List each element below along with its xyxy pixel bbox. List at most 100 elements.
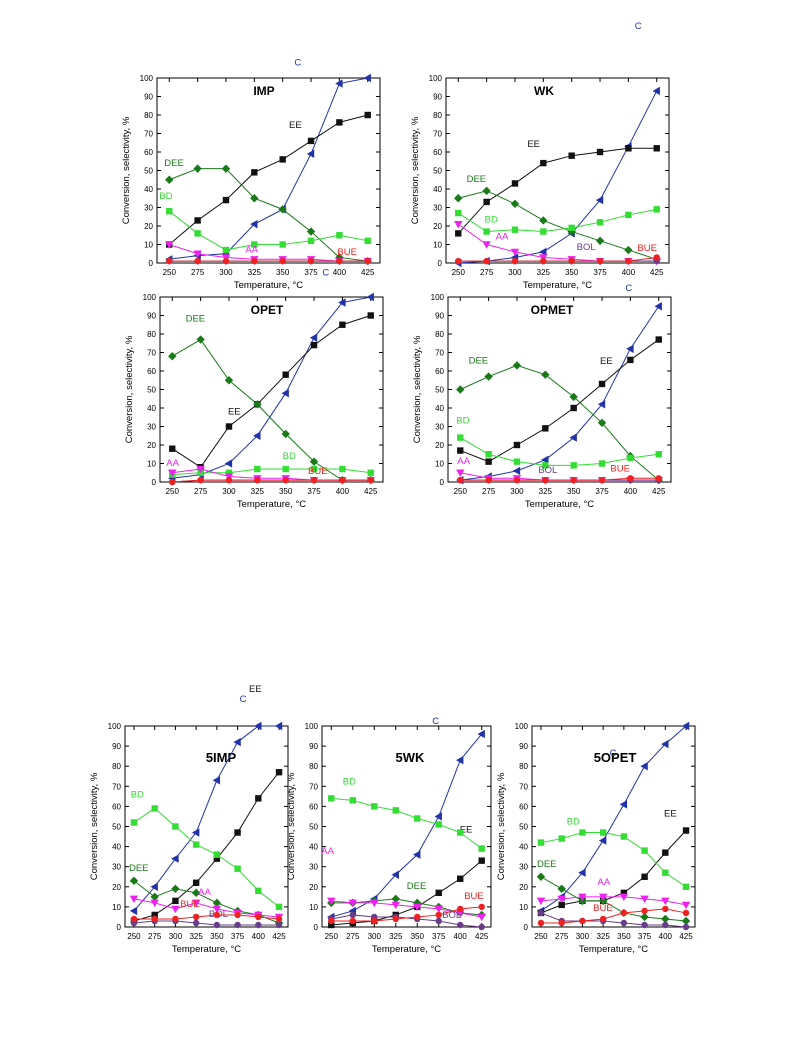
series-bue: BUE bbox=[130, 899, 283, 923]
data-point bbox=[222, 196, 230, 204]
y-tick-label: 10 bbox=[435, 460, 444, 469]
data-point bbox=[212, 776, 221, 785]
x-axis-label: Temperature, °C bbox=[172, 944, 241, 955]
x-tick-label: 375 bbox=[432, 932, 446, 941]
chart-5opet: 0 10 20 30 40 50 60 70 80 90 100 250 275 300 325 350 375… bbox=[496, 721, 696, 955]
data-point bbox=[483, 257, 490, 265]
series-line bbox=[540, 832, 687, 888]
series-line bbox=[133, 914, 280, 920]
x-tick-label: 350 bbox=[276, 268, 290, 277]
data-point bbox=[275, 921, 283, 929]
series-line bbox=[168, 210, 368, 251]
data-point bbox=[511, 226, 519, 233]
data-point bbox=[662, 849, 669, 856]
data-point bbox=[129, 906, 138, 916]
data-point bbox=[598, 893, 608, 902]
series-line bbox=[331, 797, 483, 850]
series-label: BD bbox=[131, 789, 144, 800]
y-tick-label: 100 bbox=[515, 722, 529, 731]
chart-title: OPMET bbox=[531, 303, 574, 317]
data-point bbox=[191, 828, 200, 837]
data-point bbox=[579, 917, 586, 925]
series-c: C bbox=[168, 268, 374, 483]
series-label: EE bbox=[228, 407, 241, 418]
series-line bbox=[172, 338, 371, 481]
chart-title: IMP bbox=[253, 84, 274, 98]
data-point bbox=[513, 458, 521, 465]
x-tick-label: 275 bbox=[346, 932, 360, 941]
data-point bbox=[597, 418, 607, 427]
y-tick-label: 10 bbox=[433, 241, 442, 250]
y-tick-label: 20 bbox=[519, 883, 528, 892]
data-point bbox=[435, 917, 442, 925]
data-point bbox=[483, 228, 490, 235]
data-point bbox=[620, 889, 628, 897]
data-point bbox=[169, 445, 176, 452]
data-point bbox=[482, 186, 491, 196]
series-label: EE bbox=[664, 809, 677, 820]
x-tick-label: 325 bbox=[248, 268, 262, 277]
data-point bbox=[540, 228, 547, 235]
series-label: AA bbox=[198, 887, 211, 898]
chart-5wk: 0 10 20 30 40 50 60 70 80 90 100 250 275 300 325 350 375… bbox=[286, 716, 492, 955]
y-tick-label: 100 bbox=[140, 74, 154, 83]
data-point bbox=[661, 739, 669, 749]
y-tick-label: 40 bbox=[435, 404, 444, 413]
data-point bbox=[253, 431, 261, 440]
data-point bbox=[307, 237, 315, 244]
x-axis-label: Temperature, °C bbox=[523, 280, 592, 291]
data-point bbox=[306, 227, 316, 236]
data-point bbox=[363, 73, 371, 83]
series-line bbox=[540, 725, 687, 912]
y-tick-label: 80 bbox=[144, 111, 153, 120]
data-point bbox=[568, 257, 575, 265]
series-ee: EE bbox=[457, 336, 662, 465]
y-tick-label: 10 bbox=[309, 903, 318, 912]
x-tick-label: 325 bbox=[539, 487, 553, 496]
series-label: C bbox=[322, 268, 329, 279]
data-point bbox=[222, 246, 230, 254]
data-point bbox=[483, 198, 490, 206]
chart-title: OPET bbox=[251, 303, 284, 317]
data-point bbox=[457, 905, 464, 913]
series-label: BUE bbox=[464, 891, 484, 902]
data-point bbox=[310, 341, 318, 349]
data-point bbox=[579, 829, 586, 836]
data-point bbox=[540, 257, 547, 265]
y-tick-label: 80 bbox=[433, 111, 442, 120]
y-tick-label: 60 bbox=[519, 802, 528, 811]
data-point bbox=[192, 879, 200, 886]
series-label: BUE bbox=[593, 903, 613, 914]
data-point bbox=[558, 901, 565, 909]
data-point bbox=[457, 476, 464, 484]
series-aa: AA bbox=[321, 846, 486, 922]
data-point bbox=[653, 206, 660, 213]
data-point bbox=[367, 476, 374, 484]
y-tick-label: 0 bbox=[149, 259, 154, 268]
data-point bbox=[457, 434, 464, 441]
series-dee: DEE bbox=[536, 859, 691, 926]
data-point bbox=[281, 389, 289, 398]
y-tick-label: 60 bbox=[112, 802, 121, 811]
x-tick-label: 425 bbox=[364, 487, 378, 496]
x-tick-label: 375 bbox=[307, 487, 321, 496]
data-point bbox=[539, 216, 548, 225]
series-line bbox=[133, 725, 280, 912]
data-point bbox=[335, 79, 343, 88]
data-point bbox=[255, 913, 262, 921]
data-point bbox=[166, 257, 173, 265]
data-point bbox=[150, 892, 159, 902]
data-point bbox=[558, 919, 565, 927]
y-tick-label: 0 bbox=[117, 923, 122, 932]
series-label: BUE bbox=[308, 466, 328, 477]
y-tick-label: 0 bbox=[314, 923, 319, 932]
data-point bbox=[255, 887, 262, 895]
data-point bbox=[654, 302, 662, 311]
data-point bbox=[640, 895, 649, 904]
data-point bbox=[624, 245, 633, 255]
chart-imp: 0 10 20 30 40 50 60 70 80 90 100 250 275 300 325 350 375… bbox=[121, 58, 381, 291]
data-point bbox=[570, 476, 577, 484]
data-point bbox=[192, 841, 200, 848]
data-point bbox=[336, 257, 343, 265]
